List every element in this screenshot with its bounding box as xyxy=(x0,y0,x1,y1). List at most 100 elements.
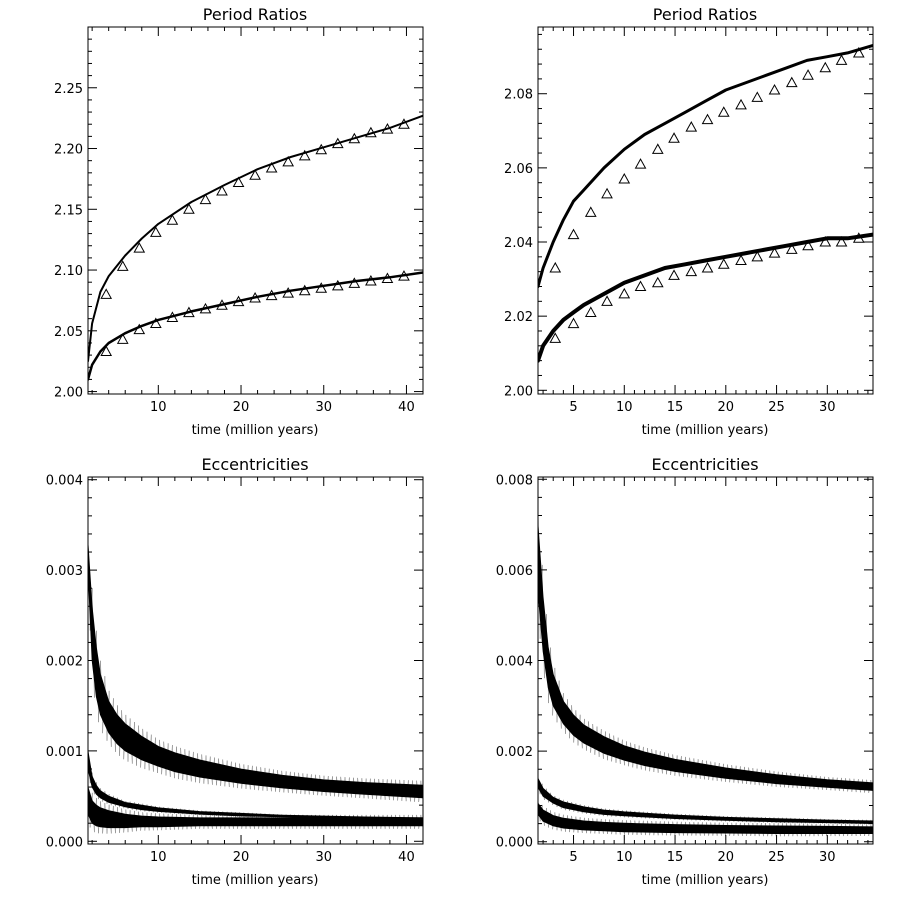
data-point-triangle xyxy=(701,113,714,125)
series-band-band-3 xyxy=(538,802,873,834)
data-point-triangle xyxy=(701,261,714,273)
x-tick-label: 20 xyxy=(233,850,250,865)
y-tick-label: 0.003 xyxy=(46,564,83,579)
data-point-triangle xyxy=(133,323,146,335)
x-tick-label: 30 xyxy=(819,850,836,865)
x-tick-label: 30 xyxy=(819,400,836,415)
data-point-triangle xyxy=(735,98,747,110)
x-tick-label: 10 xyxy=(616,850,633,865)
x-axis-label: time (million years) xyxy=(642,873,769,888)
data-point-triangle xyxy=(398,118,410,129)
y-tick-label: 0.004 xyxy=(496,655,533,670)
data-point-triangle xyxy=(216,185,228,196)
data-point-triangle xyxy=(549,332,562,343)
data-point-triangle xyxy=(852,232,865,243)
data-point-triangle xyxy=(717,106,730,117)
data-point-triangle xyxy=(298,149,311,161)
panel-period-ratios-left: Period Ratios time (million years) 10 20 3… xyxy=(54,5,424,438)
series-band-band-1 xyxy=(88,542,423,799)
data-point-triangle xyxy=(249,169,261,180)
data-point-triangle xyxy=(331,137,344,149)
x-tick-label: 20 xyxy=(718,850,735,865)
x-tick-label: 5 xyxy=(569,400,577,415)
plot-area xyxy=(538,44,873,363)
series-band-texture-band-3 xyxy=(538,799,873,837)
series-band-texture-band-1 xyxy=(538,500,873,794)
y-tick-label: 0.006 xyxy=(496,564,533,579)
y-tick-label: 2.10 xyxy=(54,264,83,279)
series-band-texture-band-2 xyxy=(538,775,873,825)
y-tick-label: 0.002 xyxy=(46,655,83,670)
series-band-band-1 xyxy=(538,524,873,791)
data-point-triangle xyxy=(852,46,865,58)
x-tick-label: 40 xyxy=(398,850,415,865)
data-point-triangle xyxy=(751,250,764,262)
x-tick-label: 10 xyxy=(150,400,167,415)
x-tick-label: 25 xyxy=(768,850,785,865)
data-point-triangle xyxy=(149,226,162,237)
plot-area xyxy=(88,114,423,381)
data-point-triangle xyxy=(232,176,245,188)
data-point-triangle xyxy=(668,132,680,143)
data-point-triangle xyxy=(232,295,245,307)
data-point-triangle xyxy=(634,280,647,291)
data-point-triangle xyxy=(651,143,664,154)
y-tick-label: 2.02 xyxy=(504,310,533,325)
data-point-triangle xyxy=(768,83,781,95)
data-point-triangle xyxy=(668,269,680,280)
data-point-triangle xyxy=(116,260,129,271)
data-point-triangle xyxy=(802,239,814,251)
data-point-triangle xyxy=(249,291,261,303)
data-point-triangle xyxy=(717,258,730,269)
panel-eccentricities-right: Eccentricities time (million years) 5 10 1… xyxy=(496,455,874,888)
data-point-triangle xyxy=(567,317,580,329)
x-tick-label: 15 xyxy=(667,400,684,415)
data-point-triangle xyxy=(819,235,832,247)
data-point-triangle xyxy=(685,121,698,132)
y-tick-label: 2.00 xyxy=(504,384,533,399)
data-point-triangle xyxy=(802,69,814,80)
data-point-triangle xyxy=(365,274,377,286)
plot-area xyxy=(538,500,873,837)
data-point-triangle xyxy=(835,235,848,247)
data-point-triangle xyxy=(785,76,798,88)
data-point-triangle xyxy=(331,279,344,291)
data-point-triangle xyxy=(567,228,580,240)
data-point-triangle xyxy=(601,295,613,306)
data-point-triangle xyxy=(381,272,394,284)
x-tick-label: 10 xyxy=(616,400,633,415)
x-tick-label: 10 xyxy=(150,850,167,865)
data-point-triangle xyxy=(398,270,410,281)
x-axis-label: time (million years) xyxy=(192,423,319,438)
data-point-triangle xyxy=(149,317,162,329)
data-point-triangle xyxy=(785,243,798,254)
y-tick-label: 2.06 xyxy=(504,162,533,177)
data-point-triangle xyxy=(618,172,631,184)
data-point-triangle xyxy=(265,289,278,301)
data-point-triangle xyxy=(199,193,212,205)
y-tick-label: 2.08 xyxy=(504,88,533,103)
series-band-band-2 xyxy=(88,750,423,820)
data-point-triangle xyxy=(166,311,179,322)
data-point-triangle xyxy=(265,161,278,173)
data-point-triangle xyxy=(116,333,129,344)
chart-title: Eccentricities xyxy=(201,455,308,474)
series-line-upper xyxy=(538,44,873,288)
plot-area xyxy=(88,533,423,834)
data-point-triangle xyxy=(835,54,848,65)
data-point-triangle xyxy=(199,302,212,314)
x-tick-label: 25 xyxy=(768,400,785,415)
y-tick-label: 0.004 xyxy=(46,474,83,489)
y-tick-label: 0.000 xyxy=(46,835,83,850)
data-point-triangle xyxy=(549,261,562,273)
x-tick-label: 30 xyxy=(315,850,332,865)
data-point-triangle xyxy=(100,345,113,356)
series-line-lower xyxy=(538,232,873,363)
data-point-triangle xyxy=(601,187,613,199)
panel-period-ratios-right: Period Ratios time (million years) 5 10 15… xyxy=(504,5,874,438)
data-point-triangle xyxy=(282,155,295,167)
plot-frame xyxy=(537,26,874,395)
y-tick-label: 0.008 xyxy=(496,473,533,488)
x-tick-label: 20 xyxy=(233,400,250,415)
x-axis-label: time (million years) xyxy=(642,423,769,438)
